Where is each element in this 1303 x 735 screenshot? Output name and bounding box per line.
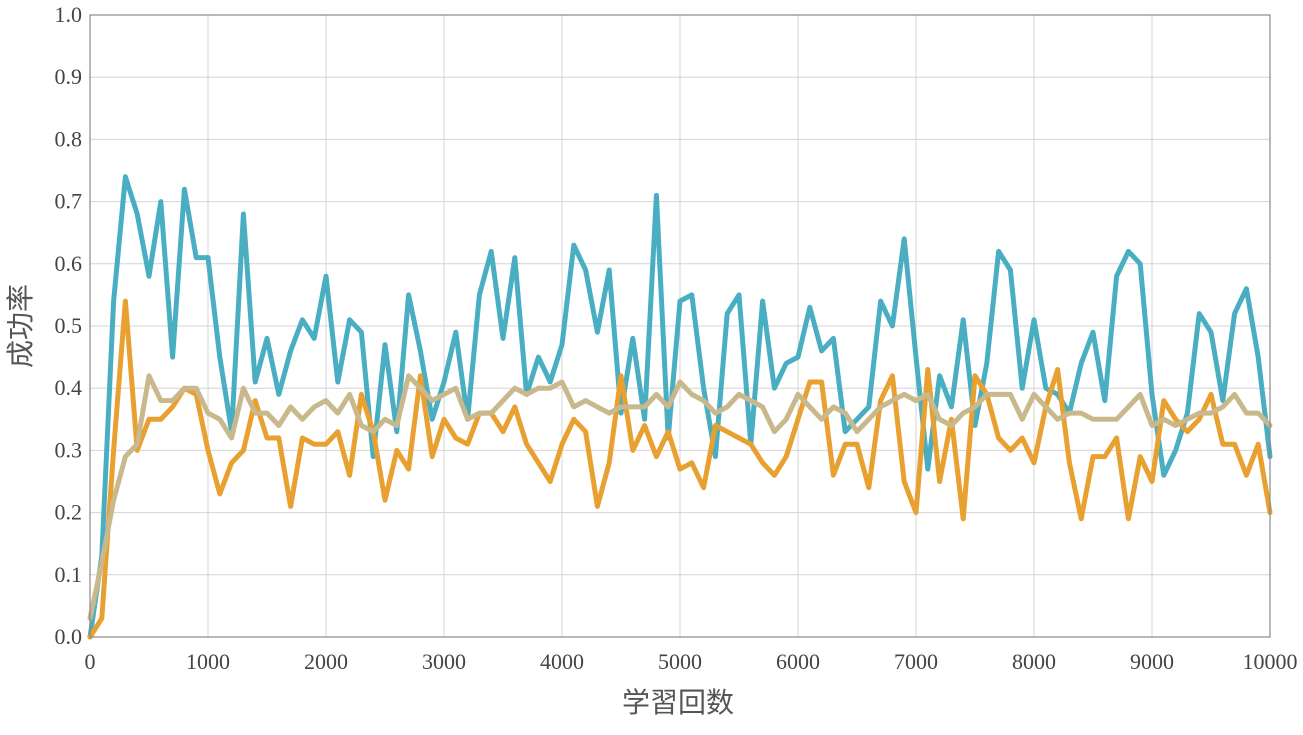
plot-frame bbox=[89, 14, 1271, 638]
x-tick-label: 0 bbox=[85, 649, 96, 674]
x-tick-label: 7000 bbox=[894, 649, 938, 674]
x-axis-title: 学習回数 bbox=[622, 686, 734, 719]
y-tick-label: 0.8 bbox=[55, 126, 83, 151]
x-tick-label: 9000 bbox=[1130, 649, 1174, 674]
series-line-2 bbox=[87, 298, 1273, 640]
x-tick-label: 2000 bbox=[304, 649, 348, 674]
y-tick-label: 0.1 bbox=[55, 562, 83, 587]
series-line-3 bbox=[87, 373, 1273, 621]
y-tick-label: 0.9 bbox=[55, 64, 83, 89]
x-tick-label: 6000 bbox=[776, 649, 820, 674]
x-tick-label: 10000 bbox=[1243, 649, 1298, 674]
x-tick-label: 3000 bbox=[422, 649, 466, 674]
y-tick-label: 0.5 bbox=[55, 313, 83, 338]
y-tick-label: 0.4 bbox=[55, 375, 83, 400]
y-tick-label: 0.6 bbox=[55, 251, 83, 276]
y-axis-ticks: 0.0 0.1 0.2 0.3 0.4 0.5 0.6 0.7 0.8 0.9 1.0 bbox=[55, 2, 83, 649]
y-tick-label: 1.0 bbox=[55, 2, 83, 27]
x-tick-label: 4000 bbox=[540, 649, 584, 674]
series-line-1 bbox=[87, 174, 1273, 640]
x-axis-ticks: 0 1000 2000 3000 4000 5000 6000 7000 8000 9000 100… bbox=[85, 649, 1298, 674]
x-tick-label: 1000 bbox=[186, 649, 230, 674]
x-tick-label: 5000 bbox=[658, 649, 702, 674]
y-axis-title: 成功率 bbox=[4, 284, 37, 368]
y-tick-label: 0.7 bbox=[55, 189, 83, 214]
y-tick-label: 0.3 bbox=[55, 437, 83, 462]
y-tick-label: 0.0 bbox=[55, 624, 83, 649]
series-lines bbox=[87, 174, 1273, 640]
y-tick-label: 0.2 bbox=[55, 500, 83, 525]
x-tick-label: 8000 bbox=[1012, 649, 1056, 674]
